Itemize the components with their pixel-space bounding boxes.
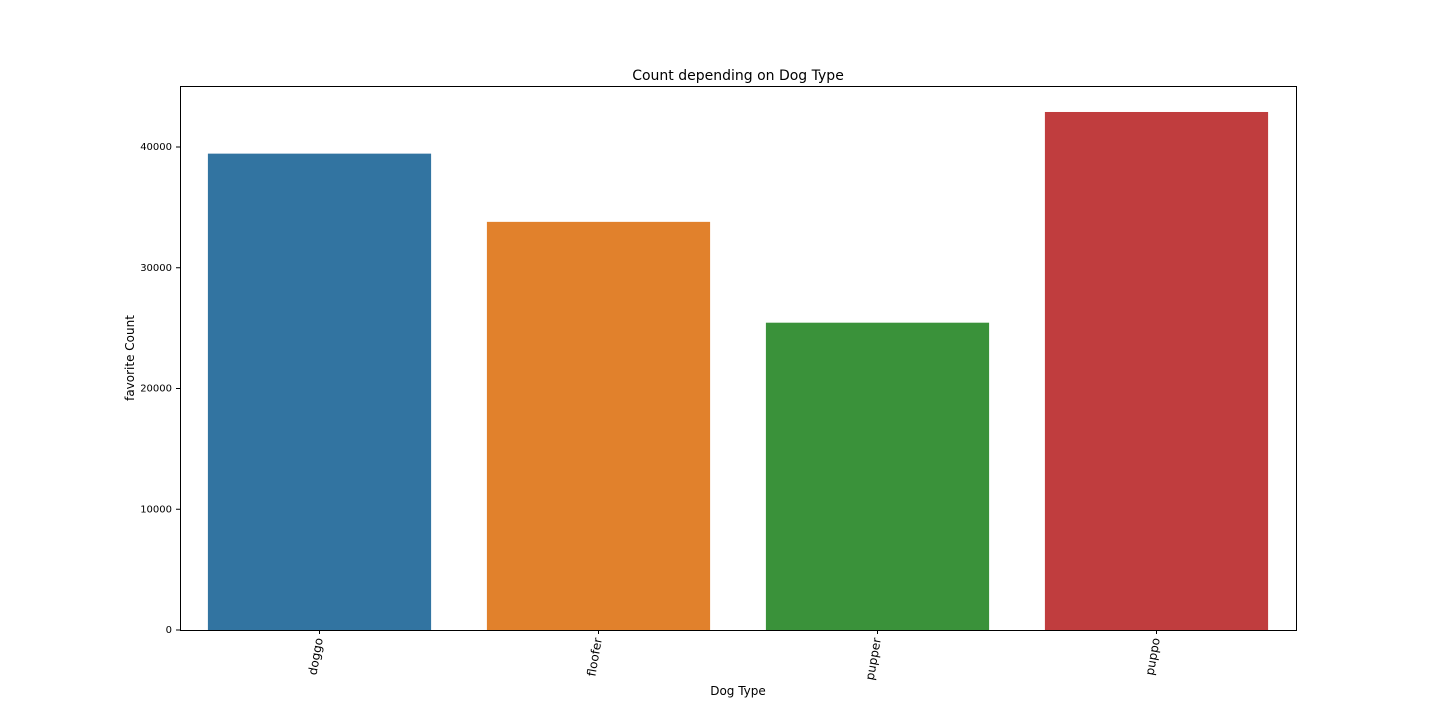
x-tick-label-puppo: puppo	[1143, 637, 1163, 677]
bar-pupper	[765, 322, 990, 630]
bar-puppo	[1044, 111, 1269, 631]
plot-frame	[180, 86, 1297, 631]
bar-doggo	[207, 153, 432, 631]
y-tick-label-20000: 20000	[140, 384, 172, 395]
bar-floofer	[486, 221, 711, 631]
chart-title: Count depending on Dog Type	[632, 68, 844, 84]
x-axis-title: Dog Type	[710, 684, 766, 698]
x-tick-label-pupper: pupper	[863, 637, 884, 682]
y-tick-label-30000: 30000	[140, 263, 172, 274]
y-tick-label-0: 0	[166, 625, 172, 636]
bars-group	[207, 111, 1269, 631]
y-axis-ticks: 0 10000 20000 30000 40000	[140, 142, 180, 636]
x-axis-ticks: doggo floofer pupper puppo	[306, 630, 1163, 681]
y-axis-title: favorite Count	[123, 315, 137, 401]
y-tick-label-10000: 10000	[140, 504, 172, 515]
x-tick-label-doggo: doggo	[306, 637, 326, 676]
y-tick-label-40000: 40000	[140, 142, 172, 153]
x-tick-label-floofer: floofer	[584, 637, 605, 678]
